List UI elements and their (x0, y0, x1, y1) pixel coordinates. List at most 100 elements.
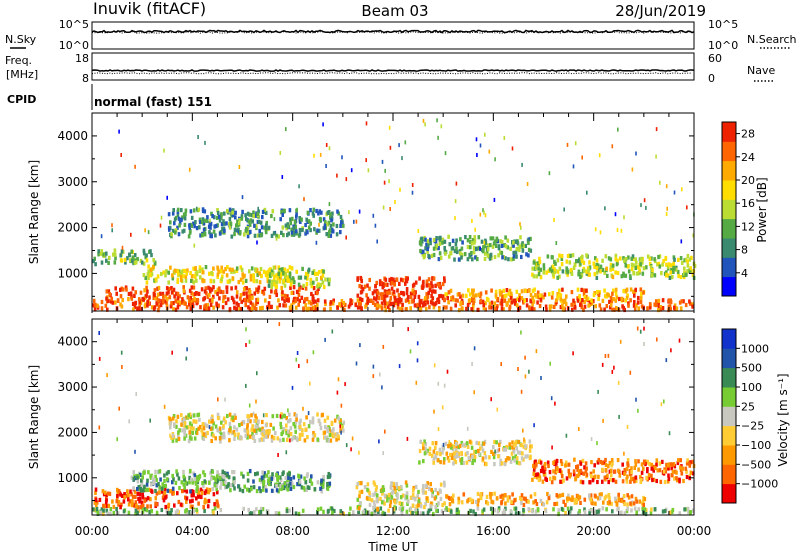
scatter-cell (520, 289, 524, 294)
scatter-cell (477, 448, 480, 454)
scatter-cell (107, 503, 111, 508)
scatter-cell (251, 424, 254, 429)
scatter-cell (399, 495, 403, 500)
scatter-cell (243, 484, 246, 489)
scatter-cell (289, 426, 293, 431)
scatter-cell (631, 477, 635, 482)
scatter-cell (152, 306, 156, 311)
scatter-cell (227, 483, 230, 488)
scatter-cell (550, 295, 554, 300)
scatter-cell (508, 442, 511, 447)
scatter-cell (451, 238, 455, 243)
scatter-cell (204, 489, 208, 494)
scatter-cell (324, 435, 327, 440)
scatter-cell (256, 211, 259, 217)
scatter-cell (507, 257, 510, 262)
scatter-cell (512, 240, 515, 245)
scatter-cell (606, 273, 609, 278)
scatter-cell (473, 450, 475, 454)
scatter-cell (126, 497, 130, 502)
scatter-cell (253, 510, 256, 515)
scatter-cell (307, 485, 311, 490)
scatter-cell (595, 509, 599, 515)
scatter-cell (232, 418, 235, 423)
scatter-cell (669, 462, 673, 467)
scatter-cell (629, 479, 632, 484)
scatter-cell (146, 272, 150, 277)
scatter-cell (470, 241, 474, 246)
scatter-cell (324, 337, 326, 342)
scatter-cell (188, 230, 192, 235)
scatter-cell (601, 479, 604, 484)
scatter-cell (225, 484, 229, 489)
scatter-cell (372, 364, 375, 369)
scatter-cell (434, 455, 438, 460)
scatter-cell (206, 504, 210, 509)
scatter-cell (316, 298, 320, 303)
scatter-cell (92, 507, 95, 512)
scatter-cell (654, 465, 657, 471)
scatter-cell (605, 304, 609, 309)
scatter-cell (228, 428, 231, 433)
scatter-cell (655, 458, 659, 463)
scatter-cell (249, 273, 253, 278)
scatter-cell (467, 288, 470, 293)
scatter-cell (661, 306, 665, 311)
scatter-cell (201, 431, 204, 436)
scatter-cell (370, 511, 374, 517)
scatter-cell (290, 279, 294, 285)
scatter-cell (157, 482, 160, 487)
scatter-cell (575, 465, 578, 470)
colorbar-segment (722, 122, 736, 142)
scatter-cell (626, 493, 629, 498)
scatter-cell (479, 293, 482, 298)
scatter-cell (226, 265, 229, 270)
scatter-cell (290, 227, 293, 232)
scatter-cell (567, 493, 570, 498)
scatter-cell (659, 305, 663, 310)
scatter-cell (610, 458, 614, 463)
scatter-cell (248, 510, 252, 516)
scatter-cell (160, 507, 164, 513)
scatter-cell (165, 471, 169, 476)
scatter-cell (379, 292, 382, 297)
scatter-cell (592, 299, 595, 304)
scatter-cell (491, 244, 495, 249)
scatter-cell (497, 246, 501, 251)
scatter-cell (542, 472, 546, 477)
scatter-cell (404, 307, 408, 312)
scatter-cell (461, 443, 465, 448)
scatter-cell (642, 266, 646, 271)
scatter-cell (256, 471, 259, 476)
scatter-cell (436, 297, 439, 303)
scatter-cell (120, 304, 124, 309)
scatter-cell (550, 269, 554, 274)
scatter-cell (321, 273, 325, 278)
scatter-cell (604, 462, 608, 467)
scatter-cell (617, 497, 621, 502)
scatter-cell (294, 511, 298, 516)
scatter-cell (340, 430, 342, 435)
scatter-cell (235, 266, 239, 271)
scatter-cell (577, 496, 580, 501)
scatter-cell (309, 221, 312, 226)
scatter-cell (315, 208, 318, 214)
freq-left-tick-bottom: 8 (82, 72, 89, 85)
scatter-cell (634, 287, 637, 292)
scatter-cell (133, 253, 137, 258)
scatter-cell (299, 275, 303, 280)
scatter-cell (171, 276, 175, 281)
scatter-cell (598, 495, 602, 501)
scatter-cell (489, 236, 493, 241)
scatter-cell (167, 290, 170, 295)
scatter-cell (573, 457, 576, 462)
scatter-cell (665, 262, 668, 267)
scatter-cell (189, 302, 193, 308)
scatter-cell (614, 291, 618, 296)
scatter-cell (284, 223, 288, 228)
scatter-cell (351, 436, 354, 441)
scatter-cell (434, 289, 437, 294)
scatter-cell (358, 503, 362, 508)
scatter-cell (441, 502, 444, 508)
scatter-cell (212, 305, 215, 310)
